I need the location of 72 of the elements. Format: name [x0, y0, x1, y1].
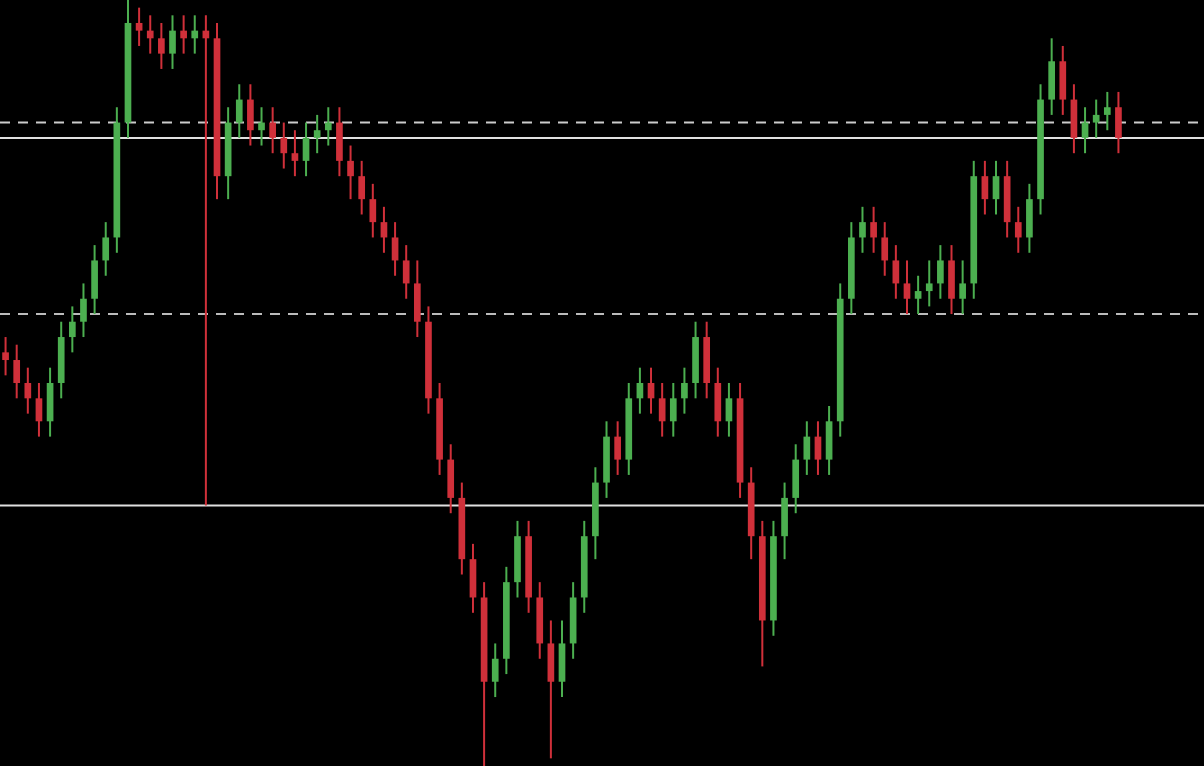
candlestick — [35, 382, 43, 438]
candlestick — [914, 274, 922, 316]
candlestick — [369, 182, 377, 239]
candlestick — [491, 642, 499, 699]
candlestick — [102, 221, 110, 277]
candlestick — [324, 106, 332, 147]
candlestick — [24, 366, 32, 415]
candlestick — [881, 221, 889, 277]
candlestick — [1003, 159, 1011, 239]
candlestick — [692, 320, 699, 400]
candlestick — [514, 519, 521, 599]
candlestick — [1103, 90, 1111, 132]
candlestick — [792, 443, 800, 515]
candlestick — [191, 14, 199, 55]
candlestick — [536, 581, 544, 660]
candlestick — [658, 382, 666, 438]
candlestick — [269, 106, 276, 155]
candlestick — [948, 244, 955, 316]
candlestick — [358, 159, 366, 216]
candlestick — [158, 21, 165, 70]
candlestick — [803, 420, 811, 476]
candlestick — [892, 244, 900, 300]
candlestick — [1026, 182, 1033, 254]
candlestick — [313, 113, 321, 155]
candlestick — [714, 366, 722, 438]
candlestick — [180, 14, 187, 55]
candlestick — [1059, 44, 1067, 116]
candlestick — [302, 121, 310, 178]
candlestick — [669, 382, 677, 438]
candlestick — [447, 443, 455, 515]
candlestick — [402, 244, 410, 300]
candlestick — [547, 619, 555, 760]
candlestick — [258, 106, 265, 147]
candlestick — [981, 159, 989, 216]
candlestick — [135, 6, 143, 47]
candlestick — [859, 205, 866, 254]
candlestick — [781, 481, 788, 561]
candlestick — [614, 420, 621, 476]
candlestick — [13, 343, 21, 400]
candlestick — [69, 305, 76, 354]
candlestick — [80, 282, 87, 339]
candlestick — [2, 336, 9, 377]
candlestick — [825, 404, 833, 476]
candlestick — [91, 244, 98, 316]
candlestick — [1014, 205, 1022, 254]
candlestick — [1048, 37, 1055, 116]
candlestick — [57, 320, 65, 400]
candlestick — [569, 581, 577, 660]
candlestick — [336, 106, 343, 178]
candlestick — [603, 420, 610, 499]
candlestick — [681, 366, 688, 415]
candlestick — [169, 14, 176, 70]
candlestick — [558, 619, 566, 699]
candlestick — [235, 83, 243, 139]
candlestick — [992, 159, 1000, 216]
candlestick — [1092, 98, 1100, 139]
candlestick — [870, 205, 877, 254]
candlestick — [146, 14, 154, 55]
candlestick — [959, 259, 966, 316]
candlestick — [247, 83, 254, 147]
candlestick — [814, 420, 822, 476]
candlestick — [347, 144, 354, 201]
candlestick — [725, 382, 733, 438]
candlestick — [703, 320, 711, 400]
candlestick — [1115, 90, 1122, 155]
candlestick — [391, 221, 399, 277]
candlestick — [413, 259, 421, 339]
candlestick — [280, 121, 288, 170]
candlestick — [937, 244, 944, 300]
candlestick — [903, 259, 911, 316]
candlestick — [291, 129, 299, 178]
candlestick — [925, 259, 933, 308]
